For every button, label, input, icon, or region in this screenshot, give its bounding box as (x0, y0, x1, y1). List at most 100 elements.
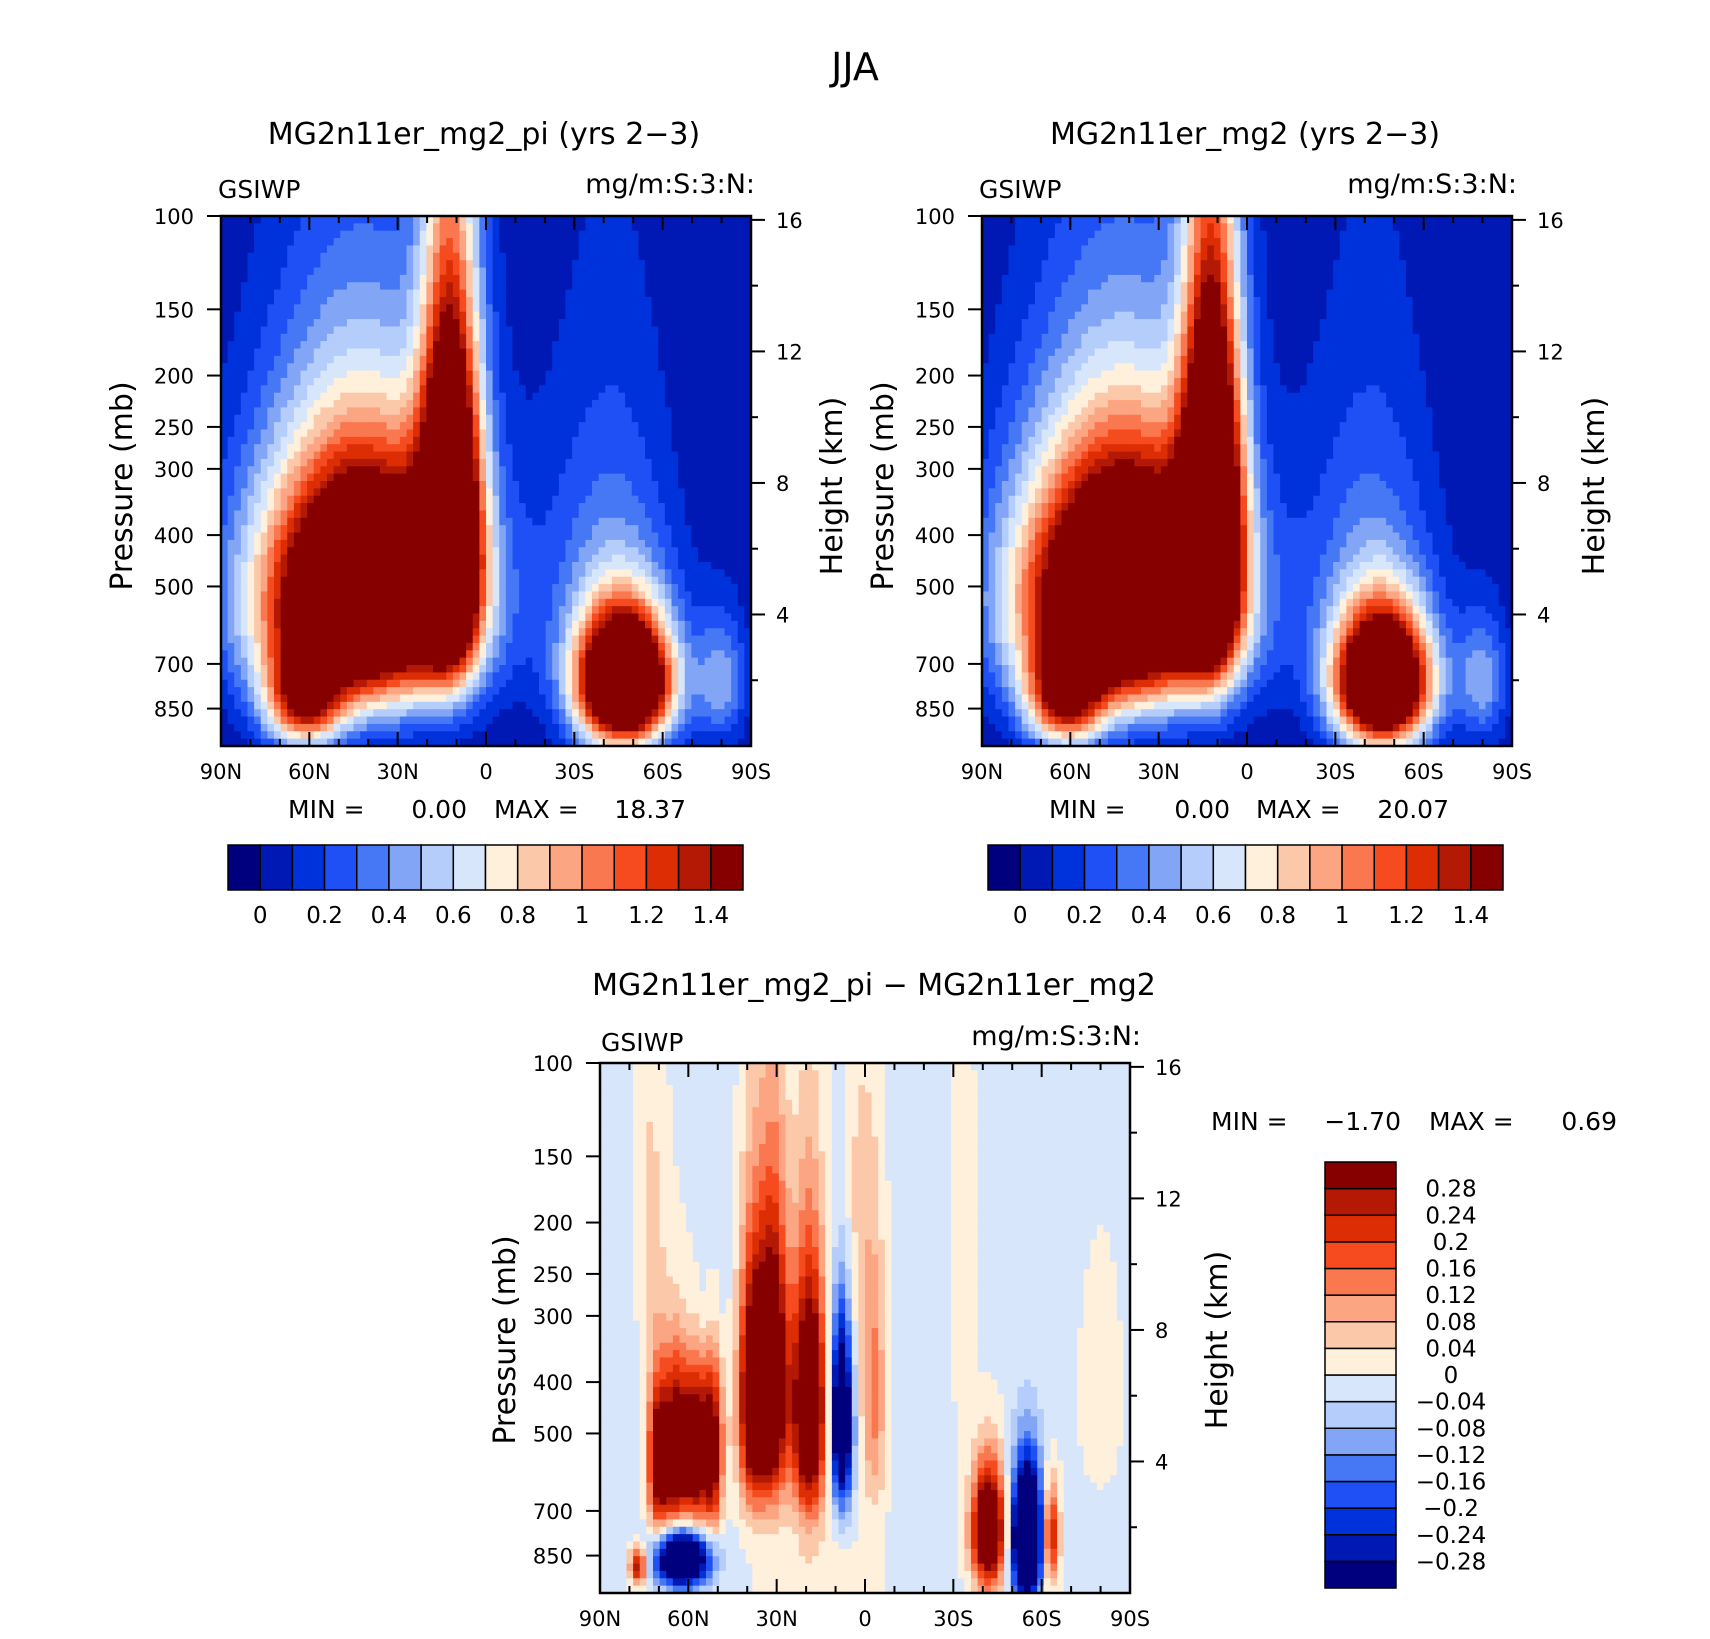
field-cell (248, 481, 255, 489)
field-cell (612, 349, 619, 357)
field-cell (566, 356, 573, 364)
field-cell (413, 290, 420, 298)
field-cell (301, 665, 308, 673)
field-cell (658, 341, 665, 349)
field-cell (228, 709, 235, 717)
field-cell (307, 275, 314, 283)
field-cell (552, 702, 559, 710)
field-cell (327, 584, 334, 592)
field-cell (287, 429, 294, 437)
field-cell (347, 349, 354, 357)
field-cell (665, 672, 672, 680)
field-cell (486, 496, 493, 504)
field-cell (645, 680, 652, 688)
field-cell (426, 334, 433, 342)
field-cell (546, 304, 553, 312)
field-cell (274, 275, 281, 283)
field-cell (526, 628, 533, 636)
field-cell (380, 334, 387, 342)
field-cell (559, 349, 566, 357)
field-cell (460, 290, 467, 298)
field-cell (373, 459, 380, 467)
field-cell (241, 275, 248, 283)
field-cell (241, 253, 248, 261)
field-cell (261, 245, 268, 253)
field-cell (665, 415, 672, 423)
field-cell (473, 636, 480, 644)
field-cell (519, 665, 526, 673)
field-cell (426, 636, 433, 644)
field-cell (420, 569, 427, 577)
field-cell (526, 363, 533, 371)
field-cell (625, 555, 632, 563)
field-cell (387, 577, 394, 585)
field-cell (327, 724, 334, 732)
field-cell (539, 349, 546, 357)
field-cell (320, 297, 327, 305)
field-cell (440, 319, 447, 327)
field-cell (340, 437, 347, 445)
field-cell (307, 253, 314, 261)
field-cell (440, 312, 447, 320)
field-cell (532, 606, 539, 614)
field-cell (625, 672, 632, 680)
field-cell (572, 481, 579, 489)
field-cell (506, 665, 513, 673)
field-cell (393, 474, 400, 482)
field-cell (499, 636, 506, 644)
field-cell (493, 407, 500, 415)
field-cell (652, 319, 659, 327)
field-cell (400, 260, 407, 268)
field-cell (360, 672, 367, 680)
field-cell (559, 474, 566, 482)
field-cell (334, 687, 341, 695)
field-cell (373, 312, 380, 320)
field-cell (426, 503, 433, 511)
field-cell (248, 334, 255, 342)
field-cell (579, 363, 586, 371)
field-cell (466, 488, 473, 496)
field-cell (274, 474, 281, 482)
field-cell (486, 569, 493, 577)
field-cell (672, 253, 679, 261)
field-cell (354, 643, 361, 651)
field-cell (466, 621, 473, 629)
field-cell (393, 312, 400, 320)
field-cell (274, 503, 281, 511)
field-cell (407, 474, 414, 482)
field-cell (638, 429, 645, 437)
field-cell (433, 304, 440, 312)
field-cell (420, 672, 427, 680)
field-cell (632, 687, 639, 695)
field-cell (479, 643, 486, 651)
field-cell (632, 275, 639, 283)
field-cell (327, 474, 334, 482)
field-cell (287, 496, 294, 504)
field-cell (413, 702, 420, 710)
field-cell (625, 606, 632, 614)
field-cell (407, 253, 414, 261)
field-cell (665, 584, 672, 592)
field-cell (592, 694, 599, 702)
field-cell (665, 275, 672, 283)
field-cell (605, 577, 612, 585)
field-cell (314, 569, 321, 577)
field-cell (248, 525, 255, 533)
field-cell (466, 717, 473, 725)
field-cell (433, 510, 440, 518)
field-cell (546, 297, 553, 305)
field-cell (592, 466, 599, 474)
field-cell (254, 319, 261, 327)
field-cell (473, 385, 480, 393)
field-cell (347, 429, 354, 437)
field-cell (605, 658, 612, 666)
field-cell (373, 614, 380, 622)
field-cell (367, 650, 374, 658)
field-cell (413, 650, 420, 658)
field-cell (645, 650, 652, 658)
field-cell (241, 724, 248, 732)
field-cell (506, 569, 513, 577)
field-cell (585, 687, 592, 695)
field-cell (340, 245, 347, 253)
field-cell (320, 555, 327, 563)
